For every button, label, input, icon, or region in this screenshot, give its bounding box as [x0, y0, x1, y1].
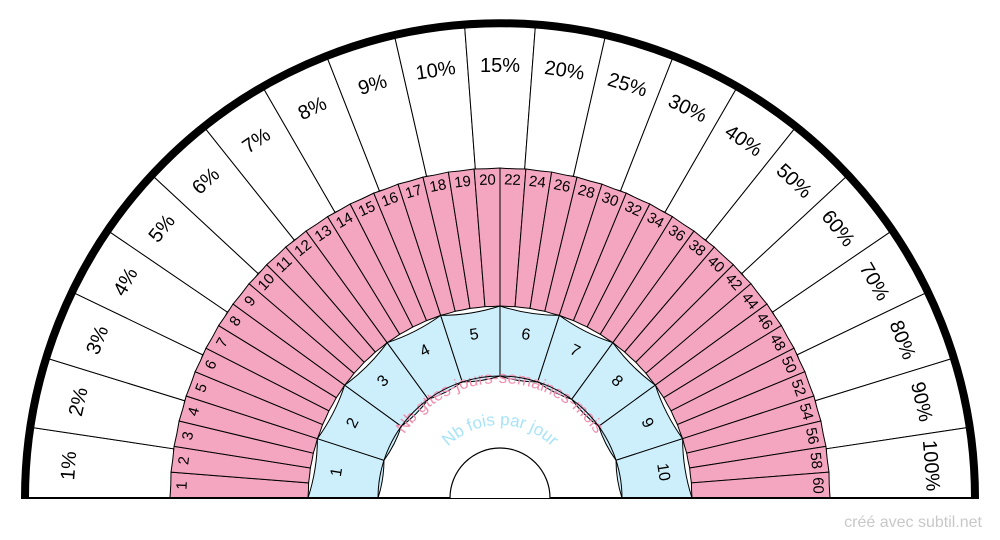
frequency-unit-label: Nb fois par jour [438, 410, 562, 450]
percentage-segment [463, 23, 537, 171]
credit-text: créé avec subtil.net [844, 514, 982, 531]
quantity-label: 12 [291, 236, 315, 260]
frequency-label: 1 [328, 466, 346, 478]
quantity-label: 1 [174, 481, 191, 490]
frequency-label: 5 [468, 326, 480, 344]
percentage-label: 15% [480, 55, 520, 77]
quantity-label: 17 [403, 181, 424, 202]
center-hub [449, 447, 551, 499]
quantity-label: 28 [576, 181, 597, 202]
quantity-label: 26 [552, 176, 572, 196]
quantity-label: 20 [479, 171, 496, 189]
quantity-label: 19 [453, 173, 472, 192]
percentage-label: 100% [918, 439, 944, 492]
quantity-label: 44 [738, 289, 762, 313]
percentage-label: 1% [57, 450, 81, 481]
quantity-label: 34 [644, 209, 667, 232]
quantity-label: 2 [175, 455, 193, 465]
quantity-label: 14 [333, 209, 356, 232]
quantity-label: 15 [356, 198, 378, 220]
quantity-label: 52 [787, 377, 809, 399]
quantity-label: 22 [504, 171, 521, 189]
quantity-label: 60 [809, 477, 827, 494]
frequency-label: 6 [520, 326, 532, 344]
quantity-label: 30 [599, 189, 621, 211]
quantity-label: 13 [312, 222, 335, 245]
quantity-label: 36 [665, 222, 688, 245]
quantity-label: 16 [379, 189, 401, 211]
quantity-label: 50 [778, 354, 800, 376]
quantity-label: 32 [622, 198, 644, 220]
outer-rim [21, 19, 979, 499]
quantity-label: 58 [806, 451, 825, 470]
quantity-label: 56 [802, 426, 822, 446]
quantity-label: 38 [685, 236, 709, 260]
inner-boundary-arc [377, 375, 623, 499]
quantity-label: 18 [428, 176, 448, 196]
frequency-label: 10 [653, 462, 673, 482]
quantity-label: 54 [796, 401, 817, 422]
quantity-label: 48 [766, 331, 789, 354]
dial-frame [21, 19, 979, 499]
quantity-label: 3 [179, 430, 197, 441]
quantity-label: 24 [528, 173, 547, 192]
quantity-label: 46 [753, 310, 776, 333]
